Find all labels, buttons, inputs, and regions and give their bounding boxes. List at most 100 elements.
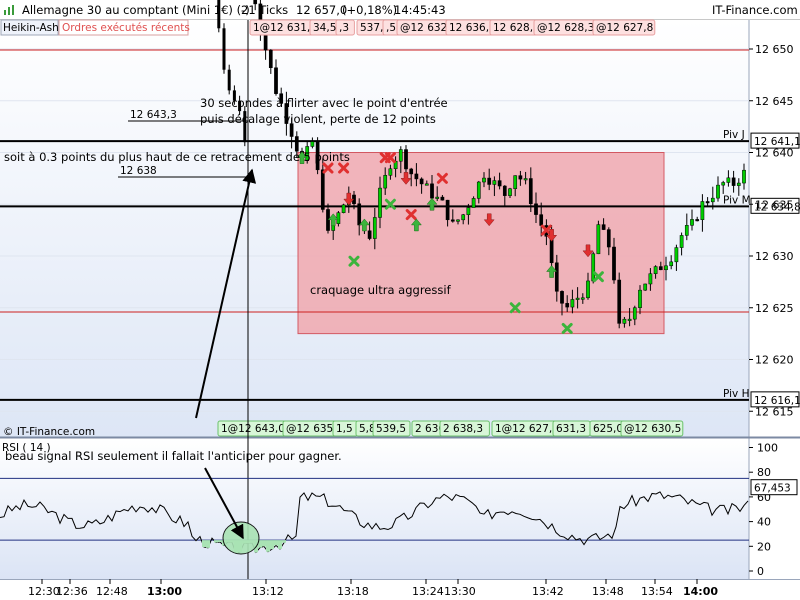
candle bbox=[461, 214, 466, 221]
candle bbox=[378, 187, 382, 218]
candle bbox=[320, 169, 325, 210]
pivot-value-box bbox=[750, 132, 800, 149]
annotation-arrow bbox=[195, 168, 257, 419]
time-label: 13:18 bbox=[337, 585, 369, 598]
time-label: 13:30 bbox=[444, 585, 476, 598]
candle bbox=[383, 175, 388, 189]
candle bbox=[305, 146, 310, 161]
brand-label: IT-Finance.com bbox=[712, 3, 798, 17]
candle bbox=[274, 67, 278, 94]
time-label: 13:54 bbox=[641, 585, 673, 598]
candle bbox=[398, 149, 403, 162]
buy-order-tag: 1@12 643,0 bbox=[221, 423, 285, 435]
rsi-oversold-fill bbox=[274, 540, 278, 546]
candle bbox=[586, 280, 590, 299]
rsi-oversold-fill bbox=[258, 540, 262, 548]
price-scale-label: 12 625 bbox=[755, 302, 794, 315]
candle bbox=[404, 149, 408, 170]
candle bbox=[253, 0, 258, 5]
rsi-signal-circle bbox=[222, 521, 260, 555]
candle bbox=[565, 303, 570, 308]
pivot-name: Piv M bbox=[723, 194, 751, 206]
rsi-value-box bbox=[750, 479, 798, 496]
buy-entry-arrow bbox=[426, 197, 438, 211]
chart-type-box[interactable] bbox=[0, 19, 59, 36]
candle bbox=[643, 283, 648, 291]
candle bbox=[336, 212, 341, 224]
rsi-oversold-fill bbox=[282, 540, 286, 543]
buy-order-tag: 2 638,3 bbox=[443, 423, 483, 435]
candle bbox=[263, 33, 268, 51]
rsi-oversold-fill bbox=[270, 540, 274, 550]
sell-entry-arrow bbox=[582, 244, 594, 258]
candle bbox=[497, 180, 502, 187]
orders-toggle-label: Ordres exécutés récents bbox=[62, 22, 190, 34]
rsi-oversold-fill bbox=[202, 540, 206, 548]
candle bbox=[518, 175, 523, 180]
candle bbox=[700, 201, 705, 220]
candle bbox=[414, 173, 419, 180]
buy-entry-arrow bbox=[546, 265, 558, 278]
window-title: Allemagne 30 au comptant (Mini 1€) (-) bbox=[22, 3, 250, 17]
time-label: 13:48 bbox=[592, 585, 624, 598]
pivot-name: Piv H bbox=[723, 388, 749, 400]
candle bbox=[690, 219, 694, 226]
buy-order-tag: 1@12 627,5 bbox=[495, 423, 559, 435]
buy-order-tag: 631,3 bbox=[556, 423, 586, 435]
candle bbox=[716, 184, 720, 199]
rsi-oversold-fill bbox=[214, 540, 218, 543]
rsi-annotation-arrow bbox=[204, 467, 244, 540]
clock: 14:45:43 bbox=[394, 3, 446, 17]
candle bbox=[456, 219, 460, 222]
pivot-name: Piv J bbox=[723, 129, 745, 141]
price-scale-label: 12 640 bbox=[755, 147, 794, 160]
sell-exit-marker bbox=[436, 172, 448, 184]
candle bbox=[430, 183, 434, 199]
aggressive-drop-zone bbox=[297, 152, 665, 335]
candle bbox=[726, 177, 731, 183]
price-scale-label: 12 645 bbox=[755, 95, 794, 108]
sell-order-tag: @12 627,8 bbox=[596, 22, 653, 34]
candle bbox=[357, 203, 362, 226]
buy-exit-marker bbox=[592, 271, 604, 283]
candle bbox=[294, 136, 299, 152]
rsi-line bbox=[0, 491, 749, 554]
candle bbox=[721, 182, 726, 186]
candle bbox=[523, 178, 528, 181]
candle bbox=[487, 177, 492, 185]
candle bbox=[570, 299, 575, 308]
rsi-value: 67,453 bbox=[754, 483, 791, 495]
candle bbox=[367, 230, 372, 239]
orders-toggle-box[interactable] bbox=[58, 19, 189, 36]
buy-exit-marker bbox=[384, 198, 396, 210]
time-label: 13:42 bbox=[532, 585, 564, 598]
sell-order-tag: @12 632,5 bbox=[400, 22, 457, 34]
price-scale-background bbox=[749, 20, 800, 437]
buy-entry-arrow bbox=[296, 151, 308, 164]
candle bbox=[279, 93, 284, 104]
candle bbox=[601, 224, 606, 230]
sell-order-tag: @12 628,3 bbox=[537, 22, 594, 34]
time-label: 12:36 bbox=[56, 585, 88, 598]
candle bbox=[289, 123, 294, 137]
price-scale-label: 12 620 bbox=[755, 354, 794, 367]
candle bbox=[534, 203, 538, 215]
candle bbox=[679, 235, 684, 248]
buy-order-tag: 539,5 bbox=[376, 423, 406, 435]
candle bbox=[238, 100, 242, 112]
candle bbox=[424, 183, 429, 186]
level-label-b: 12 638 bbox=[120, 165, 157, 177]
candle bbox=[736, 182, 741, 186]
candle bbox=[508, 188, 512, 196]
candle bbox=[575, 297, 580, 300]
app-icon bbox=[4, 5, 14, 15]
rsi-oversold-fill bbox=[266, 540, 270, 552]
chart-type-label: Heikin-Ashi bbox=[3, 22, 62, 34]
rsi-annotation: beau signal RSI seulement il fallait l'a… bbox=[5, 449, 342, 463]
candle bbox=[653, 266, 658, 274]
candle bbox=[622, 318, 627, 324]
annotation-note-1b: puis décalage violent, perte de 12 point… bbox=[200, 112, 436, 126]
time-label: 12:30 bbox=[28, 585, 60, 598]
sell-order-tag: 34,5 bbox=[313, 22, 336, 34]
